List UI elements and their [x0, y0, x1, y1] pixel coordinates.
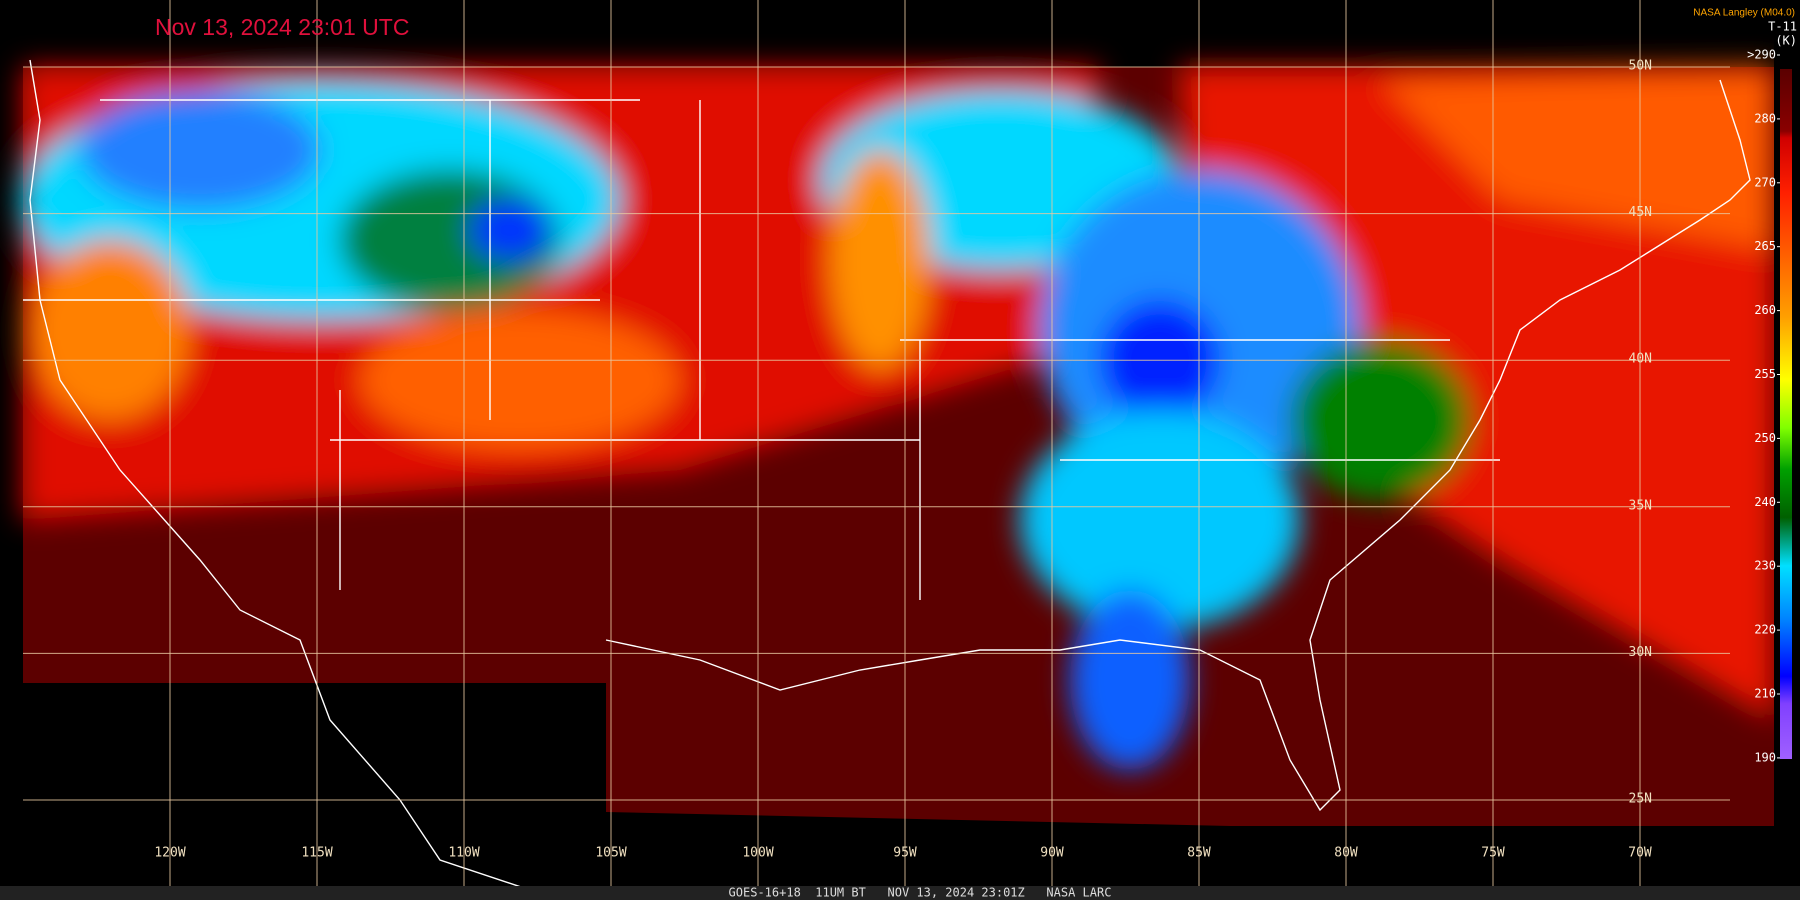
- lat-label: 50N: [1629, 59, 1652, 74]
- colorbar-label: 265: [1754, 239, 1776, 253]
- lon-label: 85W: [1187, 846, 1211, 861]
- lon-label: 115W: [301, 846, 332, 861]
- colorbar-label: 230: [1754, 559, 1776, 573]
- lon-label: 95W: [893, 846, 917, 861]
- colorbar-ticks: >290 280 270 265 260 255 250 240 230 220 210 190: [1747, 48, 1780, 764]
- footer: GOES-16+18 11UM BT NOV 13, 2024 23:01Z N…: [729, 886, 1112, 900]
- colorbar-label: 240: [1754, 495, 1776, 509]
- lat-label: 25N: [1629, 792, 1652, 807]
- colorbar-label: 255: [1754, 367, 1776, 381]
- credit: NASA Langley (M04.0): [1693, 8, 1795, 19]
- lon-label: 110W: [448, 846, 479, 861]
- lat-lon-grid: 120W 115W 110W 105W 100W 95W 90W 85W 80W 75W 70W 50…: [23, 0, 1730, 886]
- lon-label: 105W: [595, 846, 626, 861]
- map-title: Nov 13, 2024 23:01 UTC: [155, 14, 409, 40]
- imagery: [20, 59, 1774, 900]
- colorbar-label: 210: [1754, 687, 1776, 701]
- lon-label: 100W: [742, 846, 773, 861]
- lat-label: 35N: [1629, 498, 1652, 513]
- colorbar-label: 280: [1754, 111, 1776, 125]
- lat-label: 40N: [1629, 352, 1652, 367]
- colorbar-title: T-11: [1768, 20, 1797, 34]
- lat-label: 30N: [1629, 645, 1652, 660]
- lon-label: 90W: [1040, 846, 1064, 861]
- colorbar-label: 220: [1754, 623, 1776, 637]
- lon-label: 75W: [1481, 846, 1505, 861]
- colorbar-label: 260: [1754, 303, 1776, 317]
- lon-label: 80W: [1334, 846, 1358, 861]
- colorbar-label: 250: [1754, 431, 1776, 445]
- lon-label: 70W: [1628, 846, 1652, 861]
- colorbar-label: >290: [1747, 48, 1776, 62]
- colorbar: [1780, 69, 1792, 759]
- lat-label: 45N: [1629, 205, 1652, 220]
- colorbar-label: 270: [1754, 175, 1776, 189]
- colorbar-unit: (K): [1775, 34, 1797, 48]
- lon-label: 120W: [154, 846, 185, 861]
- colorbar-label: 190: [1754, 750, 1776, 764]
- footer-bar: [0, 886, 1800, 900]
